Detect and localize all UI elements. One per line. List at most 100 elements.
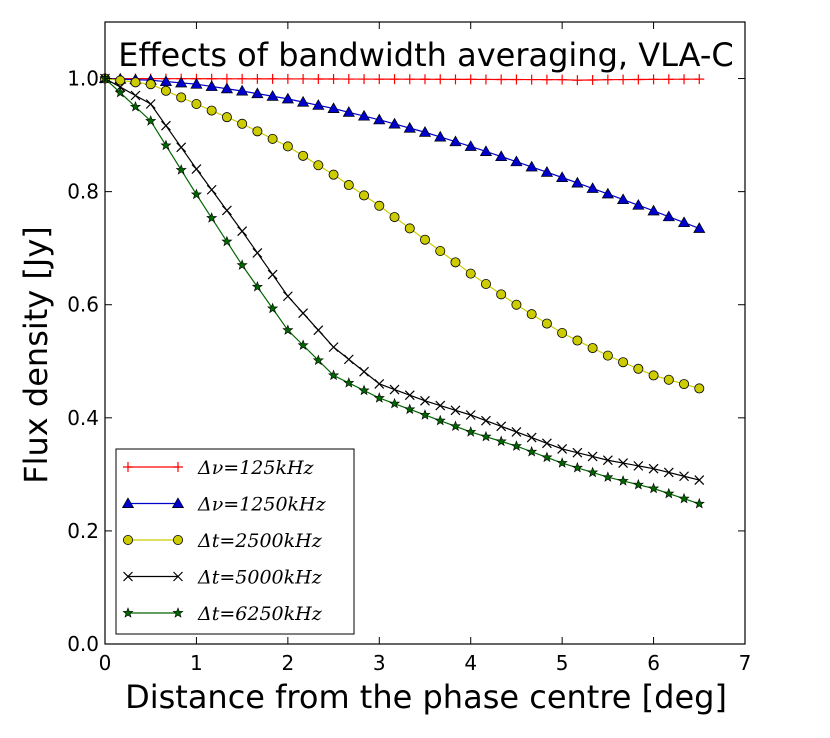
data-point <box>267 73 278 84</box>
data-point <box>159 75 173 87</box>
data-point <box>663 74 674 85</box>
data-point <box>145 99 156 109</box>
data-point <box>602 350 613 361</box>
data-point <box>557 443 568 454</box>
legend-entry: Δt=6250kHz <box>122 603 323 625</box>
data-point <box>205 80 218 91</box>
data-point <box>175 164 187 175</box>
data-point <box>145 79 156 90</box>
data-point <box>510 155 523 167</box>
data-point <box>267 302 279 314</box>
data-point <box>388 397 401 409</box>
data-point <box>129 100 142 112</box>
data-point <box>450 405 461 416</box>
data-point <box>221 73 232 84</box>
x-tick-label: 1 <box>190 651 203 675</box>
data-point <box>572 75 583 86</box>
data-point <box>342 106 355 117</box>
data-point <box>465 268 476 279</box>
data-point <box>389 74 400 85</box>
data-point <box>480 74 491 85</box>
x-tick-label: 4 <box>464 651 477 675</box>
data-point <box>449 420 462 432</box>
data-point <box>648 463 659 474</box>
data-point <box>251 280 263 292</box>
data-point <box>541 74 552 85</box>
legend-marker <box>123 571 133 582</box>
data-point <box>435 400 446 411</box>
data-point <box>343 377 355 388</box>
legend-marker <box>123 462 133 472</box>
x-axis-label: Distance from the phase centre [deg] <box>125 678 727 716</box>
data-point <box>359 190 370 201</box>
data-point <box>526 309 537 320</box>
legend-marker <box>172 607 184 618</box>
legend-entry: Δt=2500kHz <box>123 530 323 552</box>
data-point <box>648 370 659 381</box>
legend-label: Δt=5000kHz <box>197 567 323 589</box>
legend-box <box>115 448 355 635</box>
legend-marker <box>172 535 183 546</box>
data-point <box>373 392 385 403</box>
data-point <box>450 257 461 268</box>
data-point <box>359 366 369 377</box>
chart-title: Effects of bandwidth averaging, VLA-C <box>118 36 734 74</box>
data-point <box>586 182 599 193</box>
data-point <box>556 171 569 182</box>
y-tick-label: 0.8 <box>67 180 99 204</box>
data-point <box>252 73 263 84</box>
data-point <box>419 409 431 420</box>
data-point <box>130 77 141 88</box>
y-tick-label: 0.6 <box>67 293 99 317</box>
data-point <box>296 95 310 107</box>
data-point <box>252 247 263 258</box>
y-tick-label: 0.0 <box>67 632 99 656</box>
y-axis-label: Flux density [Jy] <box>17 226 55 484</box>
data-point <box>465 74 476 85</box>
series-3 <box>100 73 705 485</box>
data-point <box>282 73 293 84</box>
data-point <box>297 339 309 350</box>
data-point <box>206 212 218 223</box>
data-point <box>602 455 613 466</box>
x-tick-label: 6 <box>647 651 660 675</box>
data-point <box>313 73 324 84</box>
data-point <box>526 432 537 443</box>
data-point <box>618 357 629 368</box>
data-point <box>389 384 400 395</box>
data-point <box>266 90 279 101</box>
data-point <box>328 169 339 180</box>
data-point <box>313 325 324 336</box>
data-point <box>282 324 294 335</box>
data-point <box>572 335 583 346</box>
data-point <box>237 118 248 129</box>
legend-marker <box>171 497 185 508</box>
data-point <box>618 74 629 85</box>
data-point <box>556 457 568 468</box>
data-point <box>160 139 172 151</box>
data-point <box>221 112 232 123</box>
data-point <box>374 378 385 389</box>
data-point <box>602 74 613 85</box>
data-point <box>693 222 706 233</box>
data-point <box>328 342 339 353</box>
legend-label: Δt=2500kHz <box>197 530 323 552</box>
data-point <box>648 482 660 494</box>
data-point <box>481 415 491 426</box>
data-point <box>495 150 508 162</box>
data-point <box>632 478 644 490</box>
data-point <box>496 74 507 85</box>
data-point <box>327 102 340 113</box>
x-tick-label: 2 <box>281 651 294 675</box>
data-point <box>435 246 446 257</box>
data-point <box>175 76 188 88</box>
data-point <box>693 497 705 509</box>
data-point <box>694 74 705 85</box>
data-point <box>601 187 614 199</box>
plot-area <box>98 72 706 509</box>
data-point <box>420 74 430 85</box>
legend-marker <box>173 462 183 472</box>
data-point <box>298 150 309 161</box>
series-line <box>104 77 700 81</box>
